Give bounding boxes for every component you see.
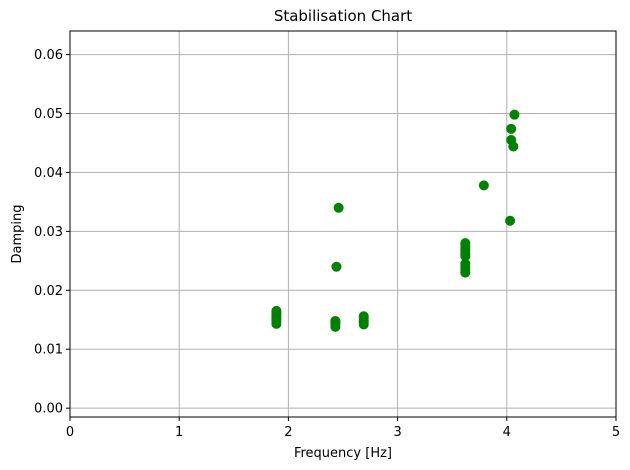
y-tick-label: 0.04: [34, 166, 63, 181]
data-point: [330, 315, 341, 326]
data-point: [333, 202, 344, 213]
y-tick-label: 0.06: [34, 48, 63, 63]
x-tick-label: 3: [393, 425, 401, 440]
data-point: [358, 311, 369, 322]
data-point: [331, 261, 342, 272]
x-tick-label: 0: [66, 425, 74, 440]
y-tick-label: 0.00: [34, 402, 63, 417]
x-tick-label: 1: [175, 425, 183, 440]
y-axis-label: Damping: [10, 205, 25, 264]
y-tick-label: 0.01: [34, 343, 63, 358]
chart-title: Stabilisation Chart: [274, 7, 412, 25]
grid: [69, 31, 617, 417]
x-tick-label: 5: [612, 425, 620, 440]
x-axis-ticks: 0 1 2 3 4 5: [66, 417, 620, 440]
x-tick-label: 4: [503, 425, 511, 440]
data-point: [509, 109, 520, 120]
y-tick-label: 0.02: [34, 284, 63, 299]
x-axis-label: Frequency [Hz]: [294, 446, 392, 461]
data-point: [505, 215, 516, 226]
data-point: [460, 258, 471, 269]
y-tick-label: 0.03: [34, 225, 63, 240]
data-points: [271, 109, 520, 332]
x-tick-label: 2: [284, 425, 292, 440]
data-point: [271, 305, 282, 316]
plot-frame: [69, 30, 617, 418]
data-point: [508, 141, 519, 152]
y-tick-label: 0.05: [34, 107, 63, 122]
data-point: [460, 238, 471, 249]
data-point: [506, 123, 517, 134]
y-axis-ticks: 0.00 0.01 0.02 0.03 0.04 0.05 0.06: [34, 48, 70, 417]
data-point: [478, 180, 489, 191]
